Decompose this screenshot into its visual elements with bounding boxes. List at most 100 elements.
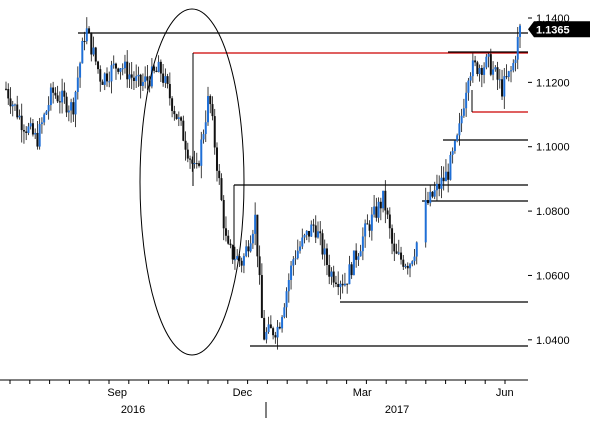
candle-body (135, 76, 138, 81)
last-price-box (528, 21, 590, 38)
last-price-label: 1.1365 (536, 24, 570, 36)
price-candles (5, 17, 521, 350)
candle-body (449, 154, 452, 180)
candle-body (276, 326, 279, 338)
candle-body (269, 324, 272, 329)
candle-body (451, 151, 454, 155)
candle-body (67, 110, 70, 113)
candle-body (501, 79, 504, 97)
candle-body (63, 90, 66, 97)
candle-body (126, 61, 129, 80)
x-year-label: 2017 (385, 404, 409, 416)
candle-body (487, 54, 490, 57)
candle-body (377, 201, 380, 218)
candle-body (370, 214, 373, 231)
candle-body (267, 324, 270, 332)
candle-body (406, 265, 409, 269)
candle-body (58, 101, 61, 103)
candle-body (231, 245, 234, 260)
y-tick-label: 1.0600 (536, 270, 570, 282)
candle-body (110, 65, 113, 82)
candle-body (447, 171, 450, 180)
candle-body (101, 81, 104, 85)
candle-body (503, 76, 506, 97)
candle-body (265, 331, 268, 340)
candle-body (386, 210, 389, 215)
candle-body (263, 317, 266, 340)
candle-body (319, 231, 322, 234)
candle-body (510, 70, 513, 72)
y-tick-label: 1.1000 (536, 142, 570, 154)
candle-body (348, 264, 351, 285)
candle-body (350, 264, 353, 276)
x-month-label: Jun (496, 387, 514, 399)
candle-body (76, 77, 79, 92)
candle-body (166, 76, 169, 84)
candle-body (99, 69, 102, 82)
candle-body (11, 104, 14, 107)
candle-body (476, 62, 479, 75)
candle-body (308, 230, 311, 237)
highlight-ellipse (139, 8, 245, 356)
candle-body (294, 258, 297, 260)
candle-body (31, 123, 34, 135)
candle-body (303, 235, 306, 238)
candle-body (433, 190, 436, 197)
candle-body (388, 214, 391, 229)
candle-body (352, 250, 355, 276)
candle-body (236, 255, 239, 260)
candle-body (83, 41, 86, 43)
candle-body (337, 283, 340, 288)
axes: 1.14001.12001.10001.08001.06001.04001.13… (0, 13, 590, 418)
candle-body (200, 139, 203, 166)
candle-body (415, 242, 418, 257)
candle-body (465, 92, 468, 109)
candle-body (38, 124, 41, 147)
candle-body (90, 32, 93, 55)
candle-body (209, 96, 212, 105)
candle-body (171, 98, 174, 112)
candle-body (254, 214, 257, 234)
candle-body (204, 122, 207, 135)
candle-body (40, 122, 43, 125)
candle-body (189, 158, 192, 160)
candle-body (283, 307, 286, 318)
candle-body (424, 200, 427, 243)
candle-body (92, 47, 95, 55)
candle-body (285, 291, 288, 308)
candle-body (444, 171, 447, 182)
candle-body (305, 230, 308, 236)
candle-body (498, 79, 501, 81)
candle-body (144, 76, 147, 82)
candle-body (195, 163, 198, 165)
candle-body (460, 115, 463, 124)
candle-body (469, 76, 472, 81)
candle-body (79, 63, 82, 78)
candle-body (88, 28, 91, 33)
candle-body (316, 231, 319, 238)
candle-body (218, 170, 221, 179)
candle-body (146, 76, 149, 81)
candle-body (139, 74, 142, 86)
candle-body (426, 200, 429, 204)
candle-body (238, 255, 241, 261)
candle-body (213, 116, 216, 148)
candle-body (467, 80, 470, 93)
candle-body (373, 206, 376, 215)
candle-body (391, 228, 394, 244)
candle-body (281, 317, 284, 329)
candle-body (474, 60, 477, 63)
candle-body (409, 264, 412, 269)
candle-body (480, 68, 483, 75)
candle-body (29, 123, 32, 127)
candle-body (198, 163, 201, 166)
candle-body (153, 66, 156, 71)
candle-body (256, 214, 259, 257)
candle-body (310, 224, 313, 237)
candle-body (413, 256, 416, 262)
candle-body (85, 28, 88, 42)
candle-body (94, 47, 97, 62)
candle-body (207, 96, 210, 123)
candle-body (5, 88, 7, 90)
